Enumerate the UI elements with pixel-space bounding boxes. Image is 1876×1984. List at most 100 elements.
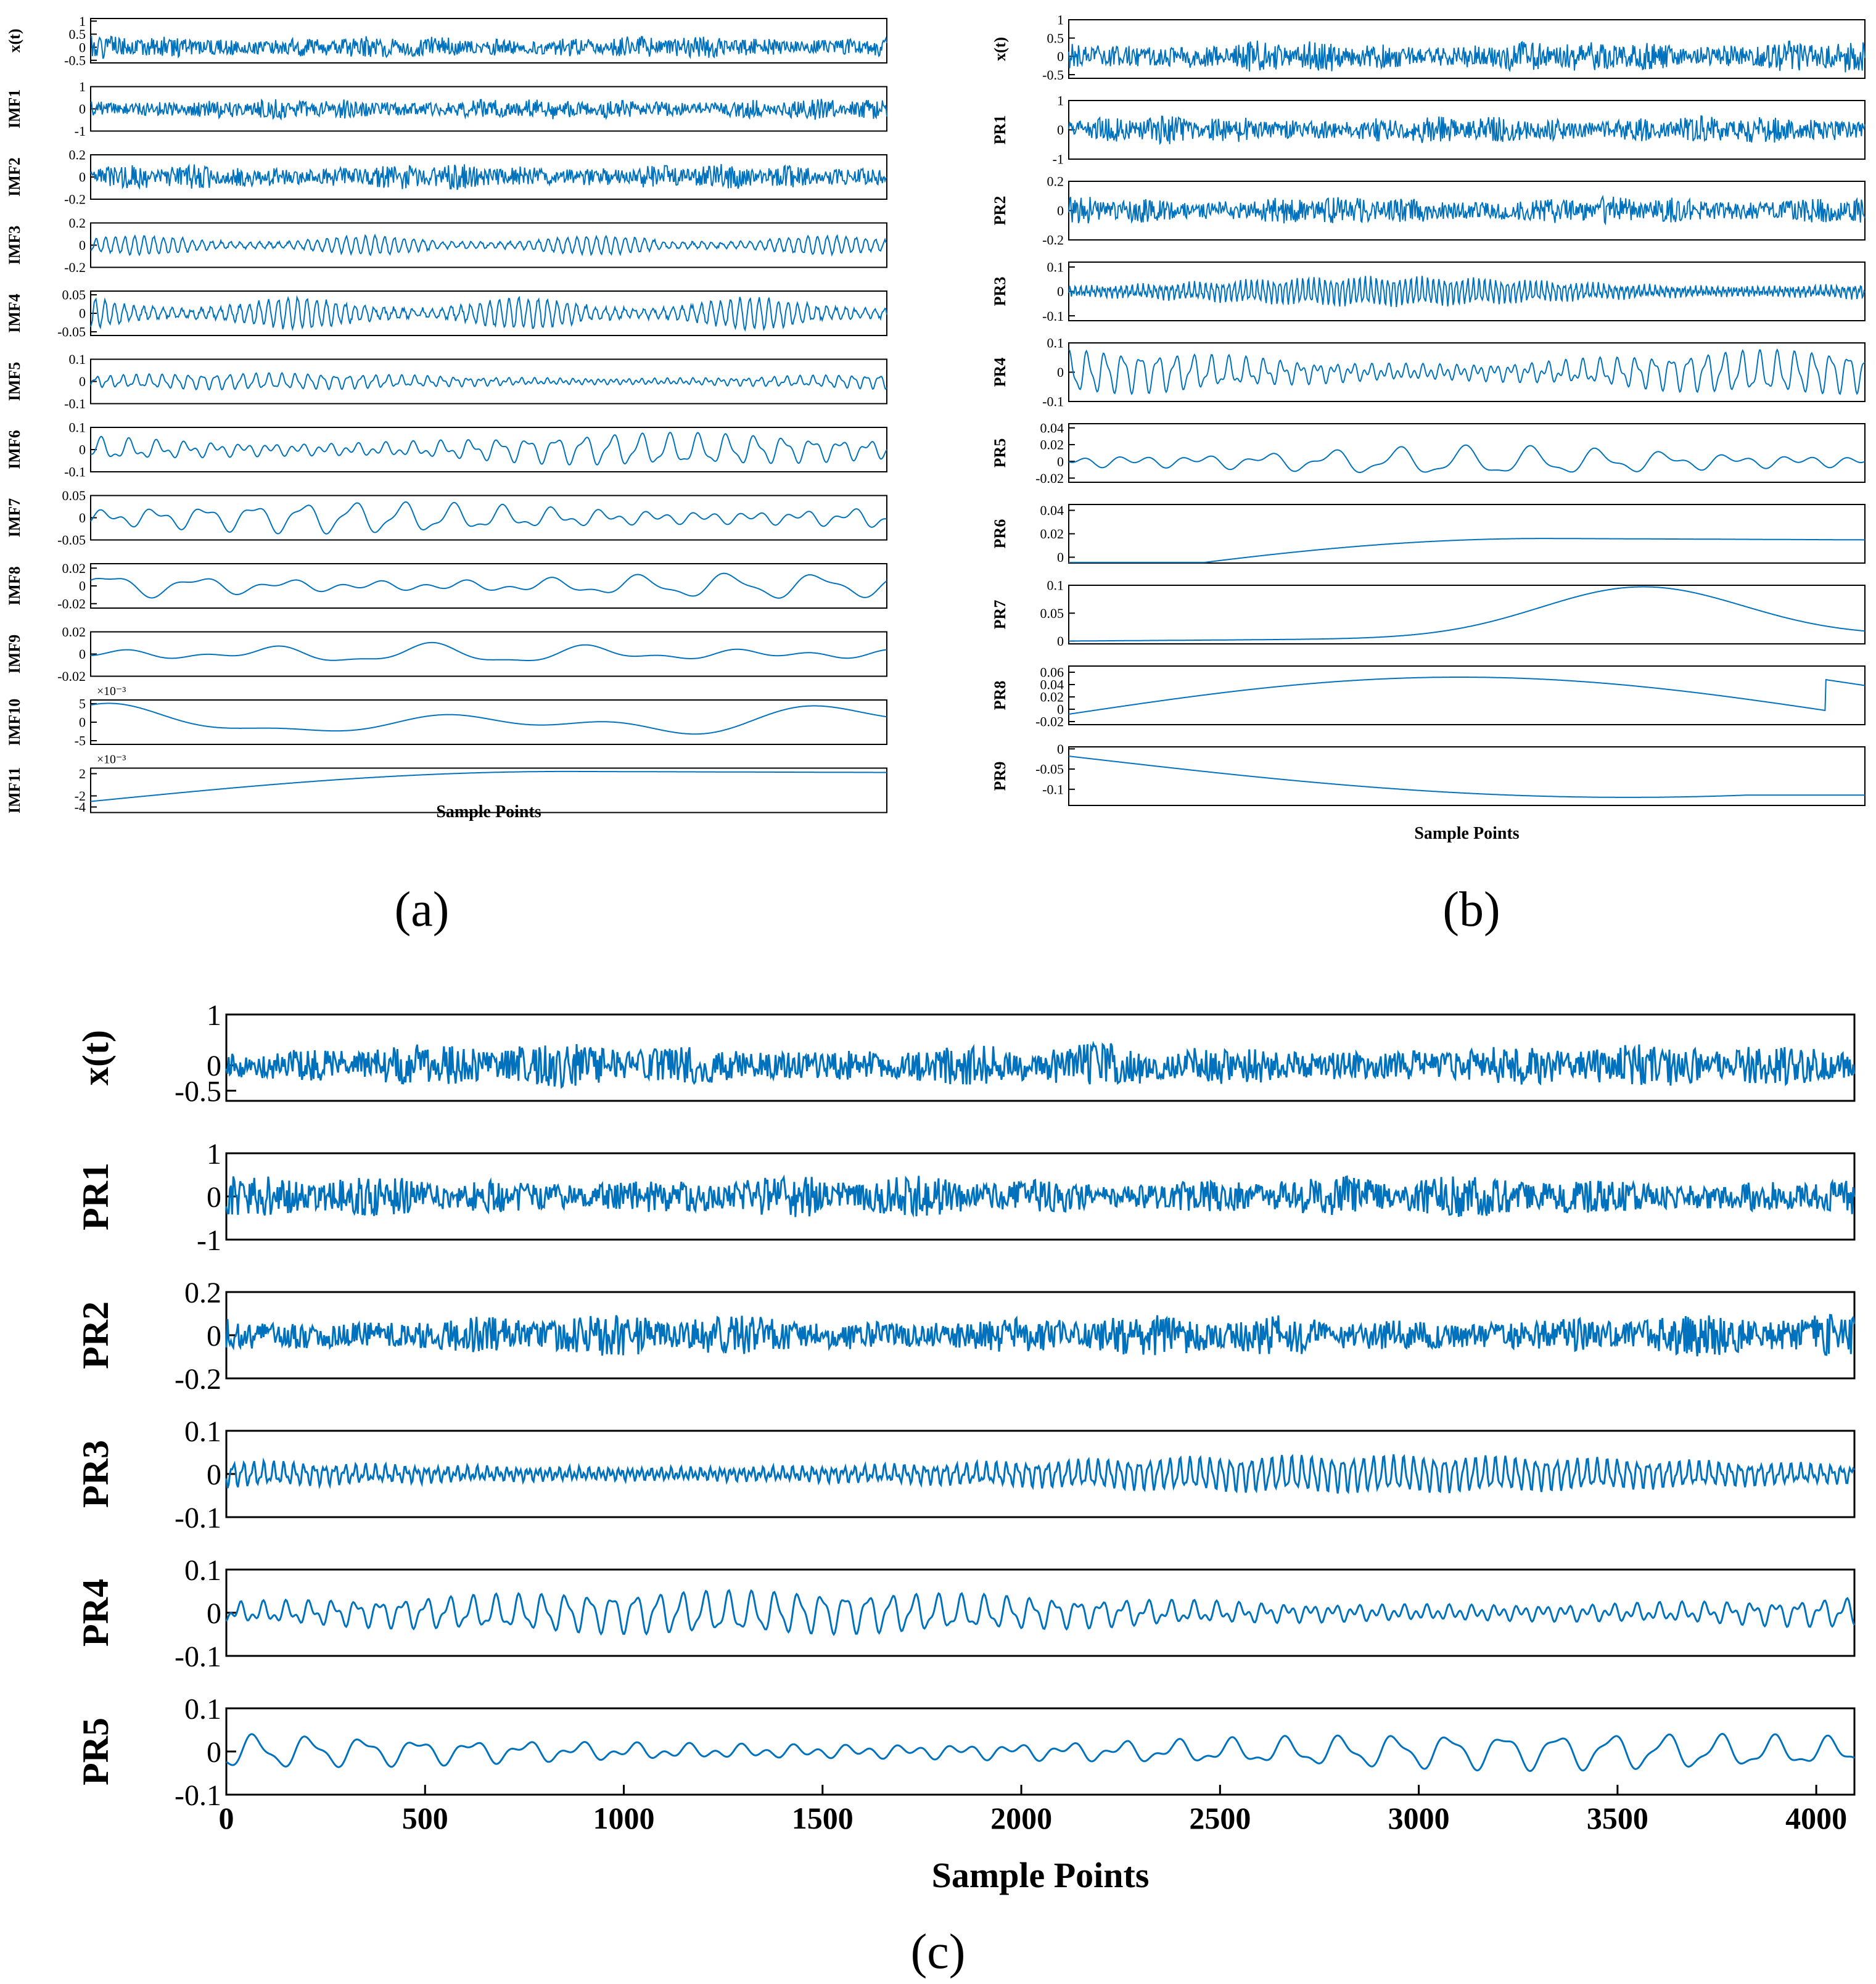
subplot-pr5: 0.04 0.020 -0.02 PR5 — [991, 420, 1866, 486]
subplot-imf10: 5 0 -5 ×10⁻³ IMF10 — [6, 685, 887, 749]
y-tick-label: 0 — [1057, 284, 1064, 299]
y-tick-label: 0.1 — [184, 1415, 221, 1448]
axes-box — [90, 427, 887, 472]
x-axis-label: Sample Points — [436, 802, 541, 821]
axes-box — [90, 699, 887, 745]
y-tick-label: 0.05 — [62, 488, 86, 503]
panel-label-c: (c) — [910, 1925, 966, 1979]
subplot-imf2: 0.2 0 -0.2 IMF2 — [6, 147, 887, 207]
y-tick-label: 0.1 — [1047, 260, 1064, 275]
y-axis-label: IMF3 — [6, 226, 23, 265]
y-tick-label: 0.04 — [1040, 420, 1064, 435]
y-tick-label: 0 — [79, 715, 86, 730]
y-tick-label: 0.1 — [69, 420, 86, 435]
series-line — [1068, 755, 1865, 798]
series-line — [1068, 444, 1866, 473]
y-tick-label: -1 — [197, 1224, 221, 1257]
x-tick-label: 3500 — [1587, 1801, 1648, 1835]
y-tick-label: -0.05 — [57, 532, 86, 548]
series-line — [90, 233, 887, 257]
y-axis-label: x(t) — [75, 1030, 116, 1085]
y-tick-label: -0.1 — [64, 464, 86, 480]
y-axis-label: IMF10 — [6, 699, 23, 746]
y-tick-label: 0.2 — [1047, 174, 1064, 189]
panel-label-b: (b) — [1442, 883, 1500, 937]
y-axis-label: PR2 — [75, 1301, 116, 1369]
y-tick-label: -0.5 — [64, 52, 86, 68]
series-line — [90, 371, 887, 391]
axes-box — [225, 1013, 1856, 1102]
axes-box — [90, 767, 887, 813]
y-tick-label: 0 — [79, 101, 86, 117]
y-axis-label: IMF5 — [6, 362, 23, 401]
y-axis-label: PR4 — [75, 1579, 116, 1647]
subplot-xt: 1 0-0.5 x(t) — [75, 999, 1856, 1108]
y-tick-label: 0.1 — [1047, 335, 1064, 351]
y-tick-label: 0 — [79, 442, 86, 458]
y-axis-label: PR5 — [991, 438, 1009, 468]
series-line — [90, 35, 887, 60]
series-line — [225, 1314, 1856, 1357]
y-axis-label: PR7 — [991, 600, 1009, 630]
series-line — [225, 1040, 1856, 1089]
y-axis-label: PR4 — [991, 358, 1009, 387]
y-tick-label: -0.05 — [57, 324, 86, 340]
y-tick-label: 0 — [79, 170, 86, 185]
y-axis-label: PR1 — [991, 115, 1009, 145]
y-tick-label: 0.02 — [1040, 526, 1064, 541]
axes-box — [1068, 504, 1866, 564]
y-tick-label: 0 — [79, 237, 86, 253]
y-tick-label: 0 — [79, 578, 86, 594]
y-tick-label: 0 — [1057, 49, 1064, 64]
x-tick-label: 1500 — [792, 1801, 854, 1835]
y-exponent-label: ×10⁻³ — [97, 753, 126, 767]
series-line — [1069, 586, 1866, 642]
axes-box — [1068, 585, 1866, 644]
y-tick-label: -2 — [75, 788, 86, 804]
subplot-imf6: 0.1 0 -0.1 IMF6 — [6, 420, 887, 480]
y-tick-label: 0 — [1057, 203, 1064, 218]
series-line — [90, 572, 887, 599]
y-axis-label: IMF1 — [6, 89, 23, 129]
y-axis-label: IMF8 — [6, 566, 23, 606]
series-line — [1069, 538, 1865, 563]
y-tick-label: 0.02 — [1040, 437, 1064, 453]
y-tick-label: 0 — [79, 306, 86, 321]
y-axis-label: IMF6 — [6, 430, 23, 469]
y-tick-label: 0.05 — [62, 287, 86, 303]
y-axis-label: PR3 — [991, 277, 1009, 307]
y-tick-label: 0 — [1057, 454, 1064, 469]
y-tick-label: 0 — [79, 374, 86, 389]
subplot-pr1: 1 0 -1 PR1 — [75, 1138, 1856, 1257]
series-line — [90, 702, 887, 735]
subplot-pr5: 0.1 0 -0.1 PR5 — [75, 1693, 1856, 1812]
series-line — [1068, 194, 1866, 226]
axes-box — [90, 290, 887, 336]
y-tick-label: 0.1 — [184, 1693, 221, 1726]
y-tick-label: -1 — [75, 123, 86, 139]
subplot-imf11: 2 -2-4 ×10⁻³ IMF11 — [6, 753, 887, 815]
y-exponent-label: ×10⁻³ — [97, 685, 126, 698]
y-tick-label: 0 — [207, 1459, 221, 1491]
y-tick-label: 0 — [79, 646, 86, 662]
y-tick-label: 0.06 — [1040, 665, 1064, 680]
y-tick-label: -0.1 — [175, 1640, 221, 1673]
y-tick-label: 0 — [1057, 550, 1064, 565]
subplot-pr2: 0.2 0 -0.2 PR2 — [75, 1277, 1856, 1396]
y-tick-label: 0 — [207, 1050, 221, 1082]
axes-box — [90, 358, 887, 405]
y-tick-label: -0.2 — [1042, 233, 1064, 248]
subplot-pr9: 0 -0.05 -0.1 PR9 — [991, 741, 1866, 806]
series-line — [90, 501, 887, 535]
y-tick-label: -0.2 — [64, 192, 86, 207]
y-tick-label: 0.04 — [1040, 677, 1064, 693]
axes-box — [90, 563, 887, 609]
y-tick-label: 0 — [79, 510, 86, 525]
y-tick-label: 2 — [79, 766, 86, 781]
y-tick-label: -0.02 — [1035, 714, 1064, 730]
y-tick-label: 0.1 — [69, 352, 86, 367]
y-axis-label: PR3 — [75, 1440, 116, 1508]
y-tick-label: 0 — [207, 1736, 221, 1769]
y-tick-label: -0.1 — [1042, 781, 1064, 797]
series-line — [225, 1589, 1856, 1636]
